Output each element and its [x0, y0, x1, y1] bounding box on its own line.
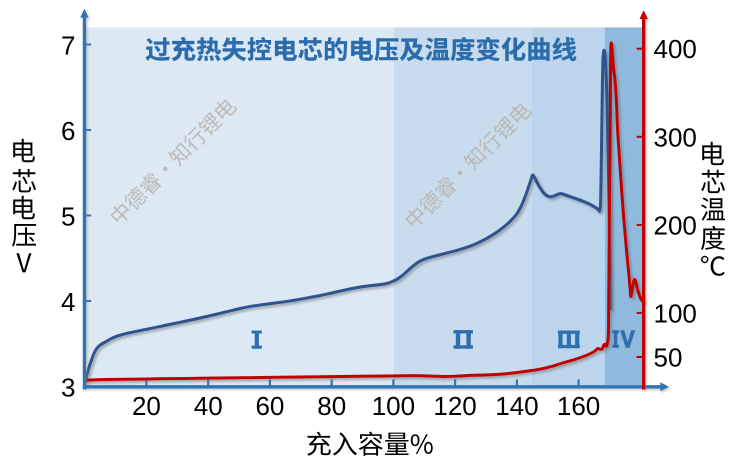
svg-text:7: 7 [61, 31, 75, 61]
svg-text:120: 120 [433, 391, 476, 421]
svg-text:6: 6 [61, 116, 75, 146]
svg-text:40: 40 [194, 391, 223, 421]
svg-text:60: 60 [255, 391, 284, 421]
svg-text:300: 300 [654, 122, 697, 152]
svg-text:400: 400 [654, 34, 697, 64]
svg-text:140: 140 [495, 391, 538, 421]
svg-text:160: 160 [557, 391, 600, 421]
svg-text:200: 200 [654, 210, 697, 240]
svg-text:50: 50 [654, 343, 683, 373]
svg-text:3: 3 [61, 373, 75, 403]
svg-text:4: 4 [61, 287, 75, 317]
svg-text:100: 100 [372, 391, 415, 421]
svg-text:20: 20 [132, 391, 161, 421]
svg-text:80: 80 [317, 391, 346, 421]
svg-text:100: 100 [654, 298, 697, 328]
svg-text:5: 5 [61, 202, 75, 232]
